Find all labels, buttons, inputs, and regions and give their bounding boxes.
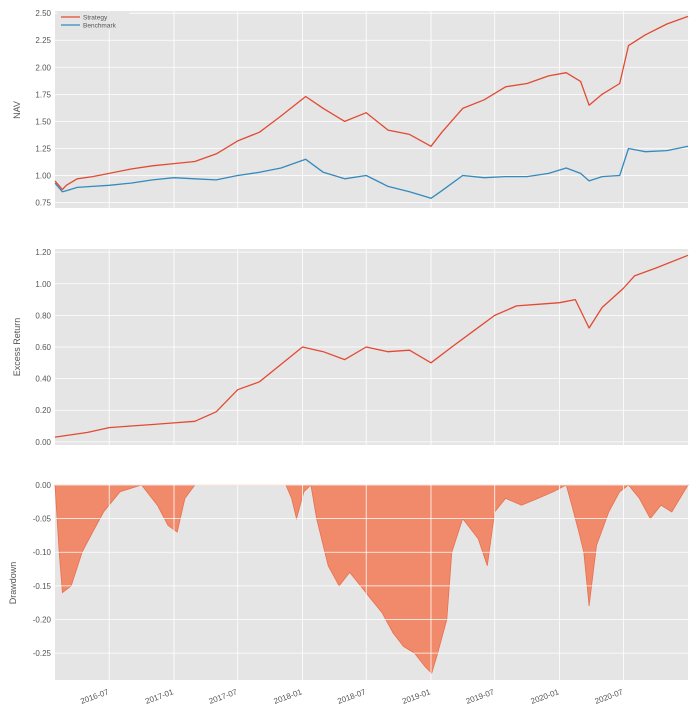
y-tick-labels-drawdown: 0.00 -0.05 -0.10 -0.15 -0.20 -0.25	[33, 481, 52, 658]
y-tick-label: 0.75	[35, 199, 51, 208]
y-tick-labels-nav: 0.75 1.00 1.25 1.50 1.75 2.00 2.25 2.50	[35, 9, 51, 207]
x-tick-label: 2018-01	[273, 687, 304, 706]
series-line-excess-return	[54, 254, 689, 438]
y-grid-drawdown	[55, 484, 688, 654]
y-axis-label-drawdown: Drawdown	[8, 562, 18, 605]
y-tick-label: 1.75	[35, 90, 51, 99]
legend: Strategy Benchmark	[57, 12, 129, 30]
y-tick-label: 1.20	[35, 248, 51, 257]
y-tick-label: 0.40	[35, 375, 51, 384]
y-tick-label: 2.25	[35, 36, 51, 45]
panel-nav: 0.75 1.00 1.25 1.50 1.75 2.00 2.25 2.50 NAV Str…	[12, 9, 689, 208]
series-lines-nav	[54, 15, 689, 199]
y-tick-label: 0.80	[35, 311, 51, 320]
y-tick-label: 1.00	[35, 280, 51, 289]
x-tick-label: 2019-07	[465, 687, 496, 706]
x-tick-label: 2016-07	[79, 687, 110, 706]
drawdown-area	[54, 484, 689, 675]
y-tick-label: 0.20	[35, 406, 51, 415]
x-tick-label: 2018-07	[336, 687, 367, 706]
y-tick-label: 0.00	[35, 438, 51, 447]
y-tick-label: 0.60	[35, 343, 51, 352]
x-tick-labels: 2016-07 2017-01 2017-07 2018-01 2018-07 2019-…	[79, 687, 625, 706]
y-tick-label: -0.15	[33, 582, 52, 591]
y-tick-label: 1.50	[35, 117, 51, 126]
y-tick-label: 1.00	[35, 172, 51, 181]
y-tick-label: 0.00	[35, 481, 51, 490]
series-line-excess-return	[54, 254, 689, 438]
y-tick-label: 2.00	[35, 63, 51, 72]
panel-drawdown: 0.00-0.05-0.10-0.15-0.20-0.25 2016-07 201…	[8, 481, 689, 706]
y-axis-label-nav: NAV	[12, 101, 22, 119]
y-axis-label-excess-return: Excess Return	[12, 318, 22, 377]
series-line-benchmark	[54, 145, 689, 199]
y-tick-label: -0.25	[33, 649, 52, 658]
panel-excess-return: 0.00 0.20 0.40 0.60 0.80 1.00 1.20 Excess Retu…	[12, 248, 689, 447]
drawdown-area-fill	[54, 484, 689, 675]
y-tick-label: 2.50	[35, 9, 51, 18]
legend-label-strategy: Strategy	[83, 15, 108, 22]
x-tick-label: 2019-01	[401, 687, 432, 706]
y-tick-labels-excess-return: 0.00 0.20 0.40 0.60 0.80 1.00 1.20	[35, 248, 51, 447]
x-grid-drawdown	[108, 485, 624, 680]
y-tick-label: -0.05	[33, 515, 52, 524]
y-tick-label: 1.25	[35, 144, 51, 153]
x-tick-label: 2020-07	[594, 687, 625, 706]
x-tick-label: 2017-07	[208, 687, 239, 706]
y-tick-label: -0.20	[33, 615, 52, 624]
legend-label-benchmark: Benchmark	[83, 23, 117, 30]
series-line-strategy	[54, 15, 689, 191]
y-tick-label: -0.10	[33, 548, 52, 557]
x-tick-label: 2020-01	[530, 687, 561, 706]
x-tick-label: 2017-01	[144, 687, 175, 706]
y-grid-nav	[55, 12, 688, 203]
